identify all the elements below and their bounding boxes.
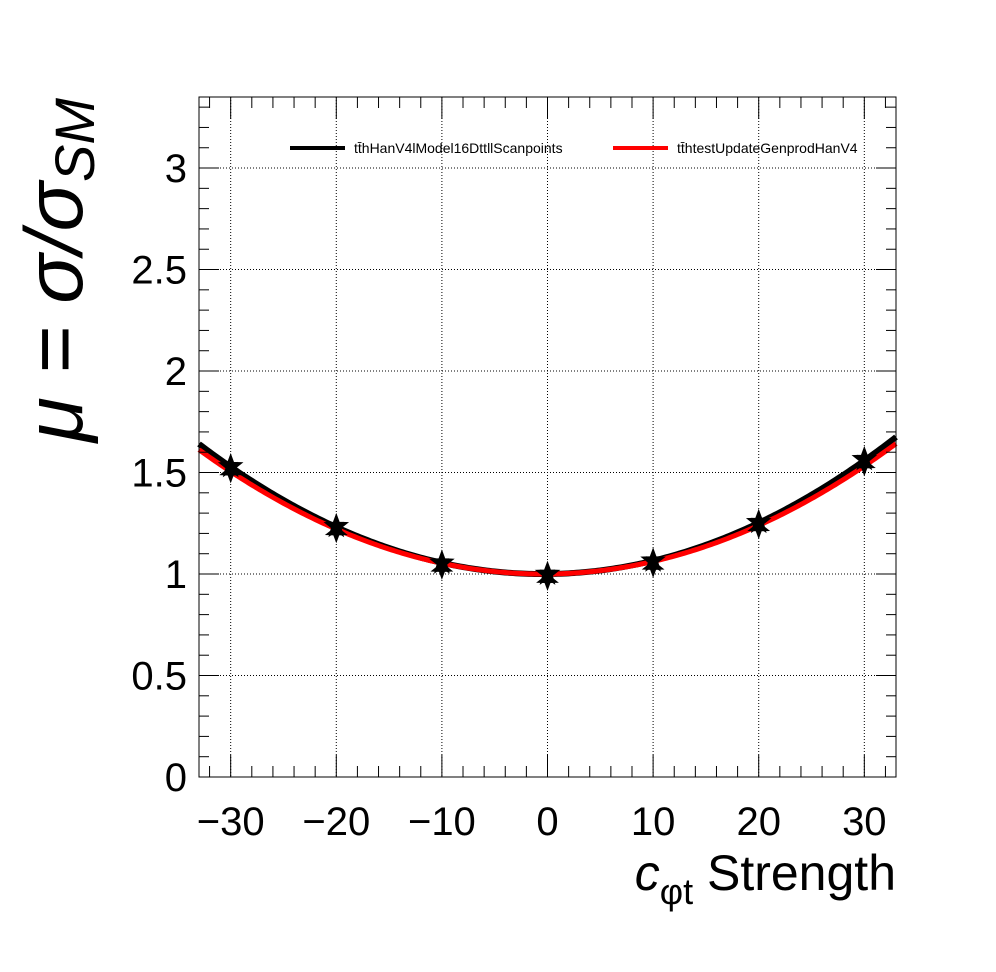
y-tick-label: 1 xyxy=(165,553,187,597)
legend: tt̄hHanV4lModel16DttllScanpoints tt̄htes… xyxy=(290,140,858,156)
scan-point-marker-overlay xyxy=(641,556,665,578)
legend-label-series-2: tt̄htestUpdateGenprodHanV4 xyxy=(677,140,858,156)
x-tick-label: −10 xyxy=(408,800,476,844)
scan-point-marker-overlay xyxy=(852,454,876,477)
x-tick-label: 10 xyxy=(631,800,676,844)
x-tick-label: −20 xyxy=(302,800,370,844)
x-tick-label: 0 xyxy=(536,800,558,844)
scan-point-marker-overlay xyxy=(219,461,243,484)
y-tick-label: 0.5 xyxy=(131,655,187,699)
y-tick-label: 2.5 xyxy=(131,249,187,293)
tick-labels: −30 −20 −10 0 10 20 30 0 0.5 1 1.5 2 2.5 3 xyxy=(131,147,886,844)
scan-point-marker-overlay xyxy=(430,558,454,580)
legend-label-series-1: tt̄hHanV4lModel16DttllScanpoints xyxy=(354,140,563,156)
x-tick-label: 20 xyxy=(736,800,781,844)
scan-point-marker-overlay xyxy=(536,569,559,592)
y-tick-label: 1.5 xyxy=(131,452,187,496)
x-tick-label: 30 xyxy=(842,800,887,844)
scan-point-marker-overlay xyxy=(324,521,348,544)
grid xyxy=(199,97,896,778)
axes xyxy=(199,97,896,778)
x-axis-label: cφt Strength xyxy=(635,845,896,912)
y-axis-label-main: μ = σ/σ xyxy=(9,178,100,444)
scan-markers xyxy=(217,445,878,592)
y-tick-label: 2 xyxy=(165,350,187,394)
x-axis-label-main: c xyxy=(635,845,660,901)
scan-point-marker-overlay xyxy=(747,517,771,540)
y-tick-label: 0 xyxy=(165,756,187,800)
x-axis-label-sub: φt xyxy=(660,871,693,912)
y-tick-label: 3 xyxy=(165,147,187,191)
y-axis-label-sub: SM xyxy=(43,98,106,182)
x-axis-label-rest: Strength xyxy=(693,845,896,901)
y-axis-label: μ = σ/σSM xyxy=(9,98,106,444)
x-tick-label: −30 xyxy=(197,800,265,844)
